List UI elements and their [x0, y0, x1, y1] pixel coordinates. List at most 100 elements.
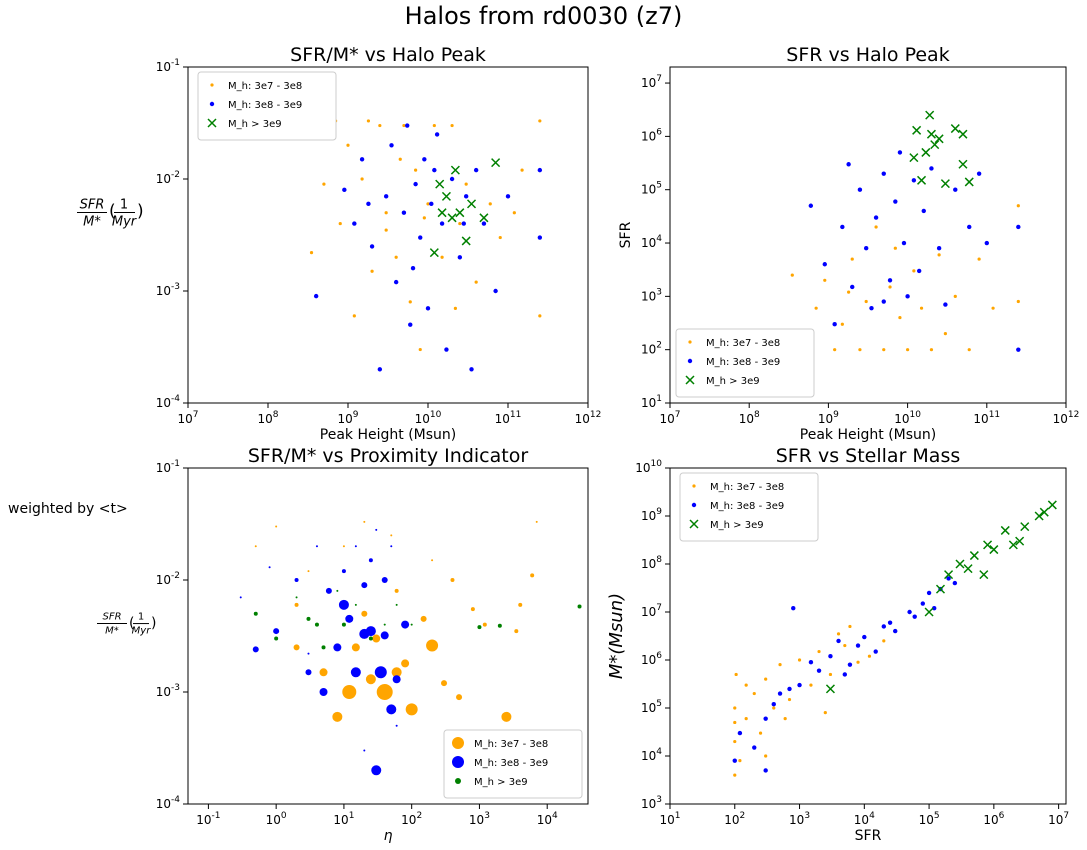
scatter-point — [378, 123, 382, 128]
scatter-point — [319, 668, 328, 677]
scatter-point — [482, 622, 487, 627]
scatter-point — [833, 348, 837, 352]
y-tick-label: 101 — [641, 394, 662, 410]
scatter-point — [936, 245, 942, 251]
scatter-point — [333, 643, 342, 652]
scatter-point — [342, 685, 357, 699]
x-tick-label: 103 — [469, 811, 490, 827]
scatter-point — [901, 240, 907, 246]
scatter-point — [538, 314, 542, 318]
svg-text:SFR: SFR — [80, 197, 105, 212]
scatter-point — [816, 668, 822, 673]
scatter-point — [363, 749, 366, 752]
x-marker — [1000, 525, 1010, 535]
weighting-note: weighted by <t> — [8, 501, 128, 517]
scatter-point — [370, 269, 374, 273]
panel-title: SFR vs Halo Peak — [786, 44, 949, 66]
scatter-point — [787, 686, 792, 692]
scatter-point — [426, 202, 430, 206]
scatter-point — [366, 201, 371, 207]
scatter-point — [306, 616, 311, 621]
x-marker — [989, 545, 999, 555]
scatter-point — [439, 221, 445, 226]
x-marker — [921, 147, 931, 157]
scatter-point — [461, 221, 466, 226]
scatter-point — [836, 632, 841, 636]
scatter-point — [881, 624, 887, 629]
x-tick-label: 108 — [739, 410, 760, 426]
scatter-point — [450, 123, 454, 128]
x-marker — [964, 177, 974, 187]
scatter-point — [758, 731, 763, 735]
legend-entry: M_h > 3e9 — [228, 119, 282, 130]
series-ffa500 — [309, 119, 542, 352]
scatter-point — [797, 658, 802, 662]
scatter-point — [410, 265, 416, 271]
scatter-point — [809, 683, 813, 687]
plot-area — [239, 520, 582, 776]
series-008000 — [909, 110, 974, 189]
scatter-point — [368, 558, 373, 563]
scatter-point — [1016, 299, 1020, 304]
scatter-point — [392, 675, 401, 684]
x-marker — [944, 570, 954, 580]
legend: M_h: 3e7 - 3e8 M_h: 3e8 - 3e9 M_h > 3e9 — [675, 328, 815, 398]
scatter-point — [863, 245, 869, 251]
scatter-point — [470, 607, 475, 612]
scatter-point — [887, 620, 893, 625]
series-008000 — [825, 500, 1057, 694]
x-marker — [466, 199, 477, 209]
scatter-point — [354, 603, 357, 606]
scatter-point — [887, 278, 893, 283]
x-axis-label: SFR — [855, 828, 882, 844]
x-marker — [917, 175, 927, 185]
scatter-point — [341, 569, 346, 574]
scatter-point — [783, 717, 787, 721]
scatter-point — [497, 623, 502, 628]
y-tick-label: 105 — [641, 181, 662, 197]
scatter-point — [294, 578, 299, 582]
scatter-point — [426, 639, 439, 652]
scatter-point — [738, 759, 742, 763]
x-tick-label: 107 — [177, 410, 198, 426]
series-ffa500 — [254, 520, 538, 722]
scatter-point — [408, 300, 412, 304]
scatter-point — [733, 773, 737, 777]
scatter-point — [840, 322, 844, 326]
scatter-point — [410, 623, 413, 626]
scatter-point — [797, 682, 802, 688]
scatter-point — [882, 348, 886, 352]
series-ffa500 — [733, 624, 886, 777]
scatter-point — [1016, 224, 1021, 230]
scatter-point — [537, 235, 543, 240]
scatter-point — [537, 167, 543, 173]
scatter-point — [372, 634, 381, 643]
panel-title: SFR/M* vs Halo Peak — [290, 44, 486, 66]
scatter-point — [505, 194, 511, 199]
scatter-point — [855, 643, 861, 648]
scatter-point — [384, 211, 388, 215]
y-tick-label: 103 — [641, 795, 662, 811]
scatter-point — [383, 194, 389, 199]
scatter-point — [881, 299, 886, 304]
scatter-point — [977, 257, 981, 261]
x-axis-label: η — [384, 828, 393, 844]
scatter-point — [273, 628, 280, 635]
series-0000ff — [808, 150, 1021, 352]
scatter-point — [530, 573, 535, 578]
scatter-point — [501, 711, 512, 722]
legend-entry: M_h: 3e8 - 3e9 — [710, 501, 784, 512]
scatter-point — [394, 255, 398, 259]
series-008000 — [429, 158, 501, 258]
x-marker — [1020, 522, 1030, 532]
svg-text:M*: M* — [83, 214, 101, 229]
x-tick-label: 100 — [266, 811, 287, 827]
scatter-point — [498, 235, 502, 240]
x-marker — [435, 179, 445, 189]
scatter-point — [828, 653, 833, 659]
scatter-point — [763, 768, 768, 773]
y-tick-label: 10-1 — [156, 459, 180, 475]
scatter-point — [354, 545, 357, 548]
scatter-point — [898, 315, 902, 320]
